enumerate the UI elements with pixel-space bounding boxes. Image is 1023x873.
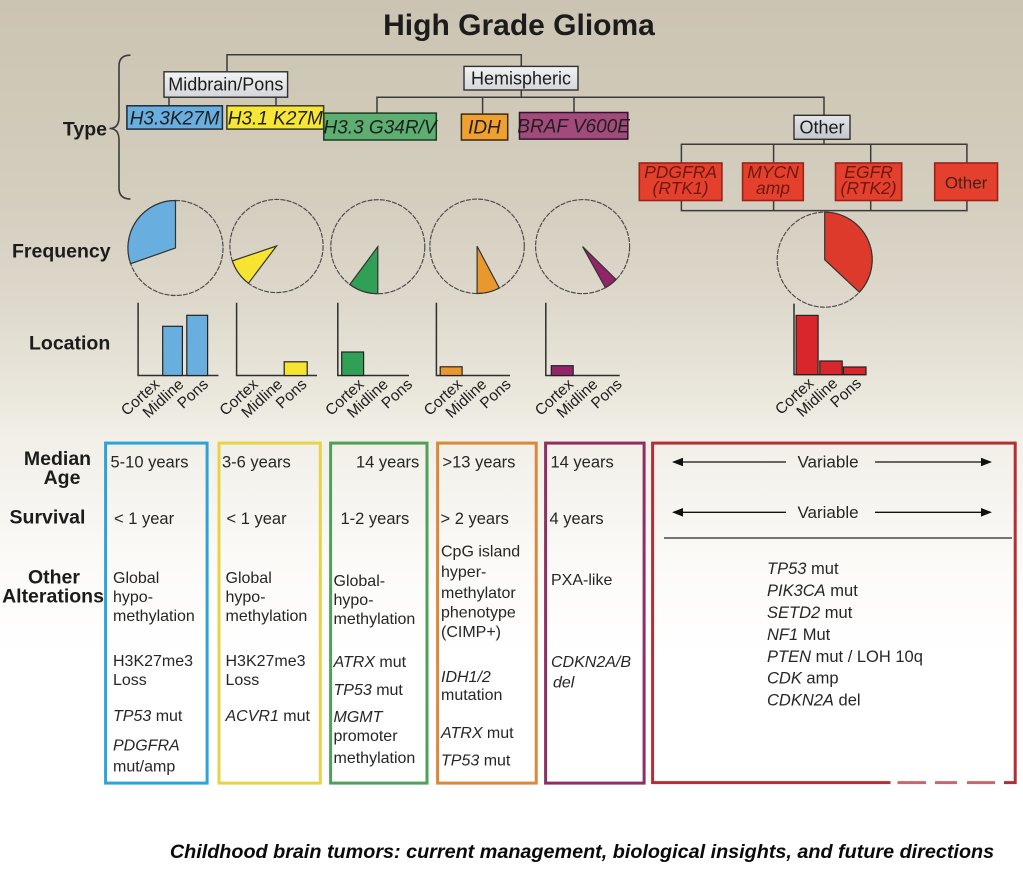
svg-text:Median: Median [24,448,91,470]
svg-text:3-6 years: 3-6 years [222,454,291,472]
svg-text:(CIMP+): (CIMP+) [441,624,501,641]
svg-text:1-2 years: 1-2 years [341,510,410,528]
svg-text:methylation: methylation [334,611,416,628]
svg-text:CDKN2A del: CDKN2A del [767,692,861,710]
svg-text:4 years: 4 years [550,510,604,528]
svg-text:PDGFRA: PDGFRA [113,738,180,755]
svg-text:H3.3K27M: H3.3K27M [130,109,220,130]
svg-text:IDH1/2: IDH1/2 [441,669,491,686]
svg-text:Alterations: Alterations [2,586,104,608]
svg-text:Variable: Variable [797,453,858,472]
svg-text:Midbrain/Pons: Midbrain/Pons [168,75,283,95]
svg-text:Hemispheric: Hemispheric [471,69,571,89]
svg-text:Global: Global [113,570,159,587]
svg-text:CpG island: CpG island [441,544,520,561]
svg-text:hypo-: hypo- [113,589,153,606]
svg-text:amp: amp [756,178,790,198]
svg-text:H3.1 K27M: H3.1 K27M [228,109,323,130]
svg-text:phenotype: phenotype [441,605,516,622]
svg-text:hypo-: hypo- [334,592,374,609]
svg-text:Frequency: Frequency [12,241,111,263]
svg-text:del: del [553,675,575,692]
svg-text:ATRX mut: ATRX mut [440,725,514,742]
svg-text:PIK3CA mut: PIK3CA mut [767,582,858,600]
svg-text:mutation: mutation [441,687,502,704]
svg-text:(RTK1): (RTK1) [653,178,709,198]
svg-text:ATRX mut: ATRX mut [333,654,407,671]
svg-text:Childhood brain tumors: curren: Childhood brain tumors: current manageme… [170,841,994,863]
svg-text:Global: Global [226,570,272,587]
svg-text:CDK amp: CDK amp [767,670,839,688]
svg-text:(RTK2): (RTK2) [841,178,897,198]
svg-text:methylation: methylation [334,750,416,767]
svg-text:Loss: Loss [113,672,147,689]
svg-text:Other: Other [28,567,80,589]
svg-text:PXA-like: PXA-like [551,572,612,589]
svg-text:>13 years: >13 years [443,454,516,472]
svg-text:H3K27me3: H3K27me3 [226,653,306,670]
svg-text:Loss: Loss [226,672,260,689]
svg-text:< 1 year: < 1 year [227,510,288,528]
svg-text:< 1 year: < 1 year [114,510,175,528]
svg-text:14 years: 14 years [551,454,614,472]
svg-text:Survival: Survival [10,507,86,529]
svg-text:ACVR1 mut: ACVR1 mut [225,708,311,725]
svg-text:MYCN: MYCN [747,162,799,182]
svg-text:Type: Type [63,119,107,141]
svg-text:Global-: Global- [334,573,386,590]
svg-text:IDH: IDH [468,118,501,139]
svg-text:MGMT: MGMT [334,709,384,726]
svg-text:methylator: methylator [441,585,516,602]
svg-text:BRAF V600E: BRAF V600E [517,117,630,138]
svg-text:TP53 mut: TP53 mut [113,708,183,725]
svg-text:CDKN2A/B: CDKN2A/B [551,654,631,671]
svg-text:> 2 years: > 2 years [441,510,509,528]
svg-text:promoter: promoter [334,728,399,745]
svg-text:Other: Other [945,174,988,193]
svg-text:TP53 mut: TP53 mut [767,560,839,578]
svg-text:H3K27me3: H3K27me3 [113,653,193,670]
svg-text:NF1 Mut: NF1 Mut [767,626,831,644]
svg-text:methylation: methylation [226,608,308,625]
svg-text:methylation: methylation [113,608,195,625]
svg-text:mut/amp: mut/amp [113,759,175,776]
svg-text:hypo-: hypo- [226,589,266,606]
svg-text:TP53 mut: TP53 mut [441,753,511,770]
svg-text:Variable: Variable [797,503,858,522]
svg-text:TP53 mut: TP53 mut [334,682,404,699]
svg-text:Other: Other [799,118,844,138]
svg-text:Age: Age [44,467,81,489]
svg-text:SETD2 mut: SETD2 mut [767,604,853,622]
svg-text:Location: Location [29,333,110,355]
svg-text:5-10 years: 5-10 years [111,454,189,472]
svg-text:EGFR: EGFR [844,162,893,182]
svg-text:14 years: 14 years [356,454,419,472]
svg-text:High Grade Glioma: High Grade Glioma [383,9,655,42]
svg-text:H3.3 G34R/V: H3.3 G34R/V [324,118,439,139]
svg-text:PTEN mut / LOH 10q: PTEN mut / LOH 10q [767,648,923,666]
svg-text:hyper-: hyper- [441,564,486,581]
svg-text:PDGFRA: PDGFRA [644,162,717,182]
